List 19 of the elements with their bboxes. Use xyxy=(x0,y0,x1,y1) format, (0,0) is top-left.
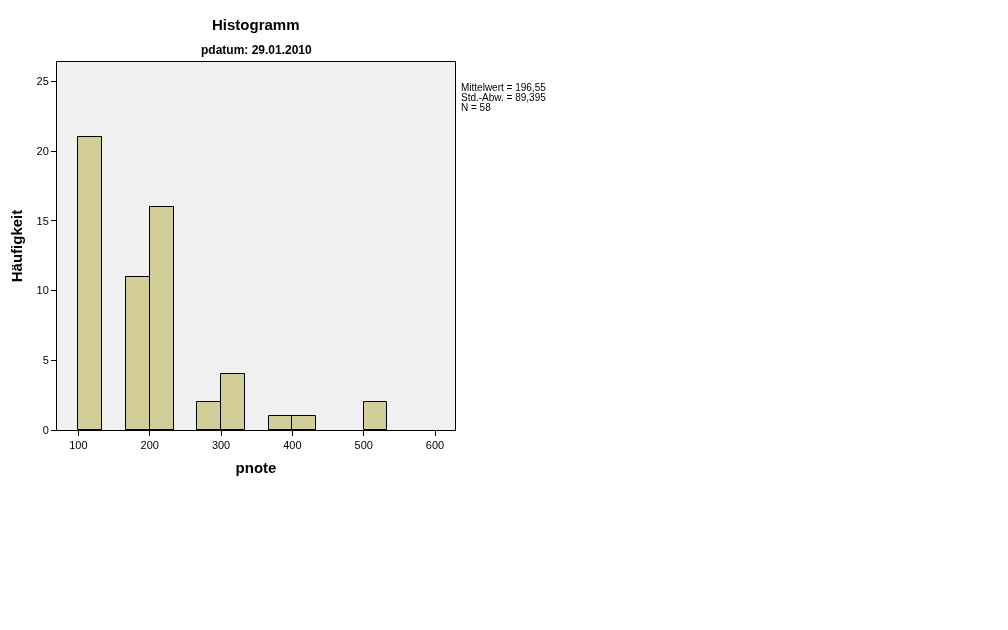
x-tick-label: 400 xyxy=(283,439,302,452)
chart-title: Histogramm xyxy=(212,16,300,33)
y-tick-label: 5 xyxy=(42,354,49,367)
y-tick-label: 15 xyxy=(36,214,49,227)
x-tick-label: 300 xyxy=(211,439,231,452)
text: N = 58 xyxy=(461,102,492,113)
y-axis-title: Häufigkeit xyxy=(7,209,25,283)
text: Std.-Abw. = 89,395 xyxy=(461,92,547,103)
text: Mittelwert = 196,55 xyxy=(461,82,547,93)
y-tick-label: 20 xyxy=(36,145,49,158)
x-tick-label: 200 xyxy=(140,439,159,452)
x-tick-label: 600 xyxy=(425,439,445,452)
x-tick-label: 100 xyxy=(69,439,88,452)
y-tick-label: 25 xyxy=(36,75,49,88)
chart-subtitle: pdatum: 29.01.2010 xyxy=(201,43,313,57)
y-tick-label: 0 xyxy=(42,423,49,436)
x-tick-label: 500 xyxy=(354,439,373,452)
x-axis-title: pnote xyxy=(235,459,277,477)
y-tick-label: 10 xyxy=(36,284,49,297)
